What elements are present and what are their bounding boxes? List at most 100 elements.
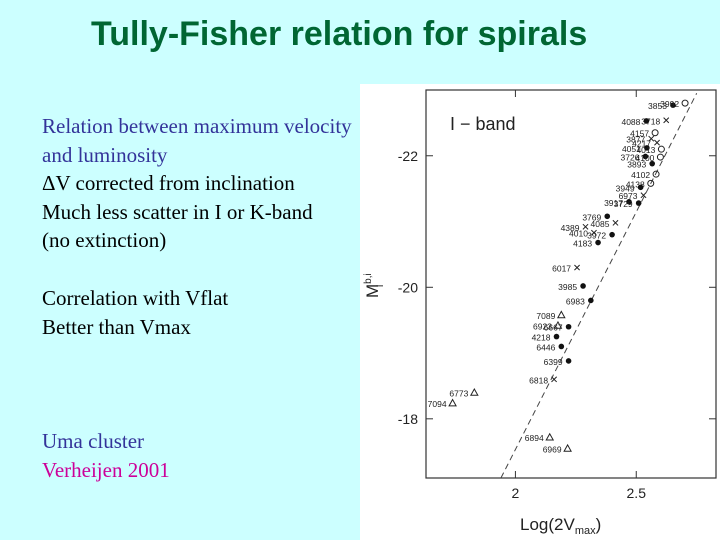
- data-point: [654, 139, 660, 146]
- text-line: Verheijen 2001: [42, 457, 170, 482]
- point-label: 4102: [631, 170, 650, 180]
- y-axis-label-superscript: b,i: [363, 273, 374, 284]
- data-point: [642, 153, 649, 160]
- data-point: [626, 198, 632, 205]
- data-point: [469, 387, 479, 396]
- point-label: 6983: [566, 296, 585, 306]
- chart-svg: -22 -20 -18 2 2.5 I − band Log(2Vmax) Mb,iI 3853…: [363, 89, 717, 537]
- text-block-2: Correlation with Vflat Better than Vmax: [42, 284, 228, 341]
- text-line: and luminosity: [42, 142, 168, 167]
- data-point: [574, 264, 580, 271]
- data-point: [663, 117, 670, 124]
- x-axis-label-end: ): [596, 515, 602, 534]
- data-point: [681, 99, 689, 107]
- data-point: [604, 213, 611, 220]
- point-label: 4085: [591, 219, 610, 229]
- point-label: 4013: [636, 145, 655, 155]
- point-label: 3917: [604, 198, 623, 208]
- point-label: 4100: [635, 153, 654, 163]
- y-axis-label: Mb,iI: [363, 273, 386, 298]
- point-label: 7094: [428, 399, 447, 409]
- fit-line: [500, 93, 698, 479]
- text-line: ΔV corrected from inclination: [42, 171, 295, 195]
- point-label: 6446: [536, 342, 555, 352]
- data-point: [551, 376, 558, 383]
- tully-fisher-plot: -22 -20 -18 2 2.5 I − band Log(2Vmax) Mb,iI 3853…: [360, 84, 720, 540]
- band-label: I − band: [450, 114, 516, 134]
- point-label: 3972: [587, 231, 606, 241]
- data-point: [553, 333, 560, 340]
- point-label: 4051: [622, 144, 641, 154]
- data-point: [448, 398, 457, 407]
- point-label: 6923: [533, 321, 552, 331]
- point-label: 6773: [449, 389, 468, 399]
- data-point: [595, 239, 601, 246]
- y-axis-label-subscript: I: [375, 284, 386, 287]
- y-tick-label: -18: [398, 411, 418, 427]
- point-label: 4389: [561, 223, 580, 233]
- data-point: [565, 358, 572, 364]
- point-label: 6969: [543, 444, 562, 454]
- data-point: [565, 323, 572, 330]
- point-label: 6017: [552, 264, 571, 274]
- text-line: Much less scatter in I or K-band: [42, 199, 313, 224]
- data-point: [670, 102, 676, 108]
- plot-frame: [425, 89, 717, 479]
- data-point: [657, 145, 665, 153]
- data-point: [545, 432, 555, 441]
- data-point: [563, 443, 572, 452]
- data-point: [647, 179, 655, 187]
- point-label: 6399: [544, 357, 563, 367]
- text-line: Relation between maximum velocity: [42, 114, 352, 138]
- data-point: [612, 219, 619, 226]
- data-point: [582, 223, 589, 230]
- point-label: 6894: [525, 433, 544, 443]
- text-line: (no extinction): [42, 228, 167, 252]
- point-label: 4138: [626, 179, 645, 189]
- data-point: [649, 160, 655, 167]
- point-label: 3769: [582, 212, 601, 222]
- data-point: [635, 200, 642, 206]
- point-label: 6818: [529, 375, 548, 385]
- data-point: [580, 283, 586, 289]
- point-label: 7089: [536, 311, 555, 321]
- x-tick-label: 2: [512, 485, 520, 501]
- data-point: [553, 320, 563, 329]
- data-point: [558, 343, 565, 350]
- point-label: 6973: [619, 191, 638, 201]
- y-tick-label: -20: [398, 279, 418, 295]
- point-label: 3729: [614, 199, 633, 209]
- data-point: [651, 129, 659, 137]
- x-tick-label: 2.5: [627, 485, 647, 501]
- point-label: 4183: [573, 239, 592, 249]
- text-block-3: Uma cluster Verheijen 2001: [42, 427, 170, 484]
- point-label: 3853: [648, 101, 667, 111]
- point-label: 3992: [660, 99, 679, 109]
- x-axis-label: Log(2Vmax): [520, 515, 601, 537]
- x-axis-label-subscript: max: [575, 525, 596, 537]
- y-tick-label: -22: [398, 148, 418, 164]
- point-label: 4088: [621, 117, 640, 127]
- data-point: [609, 231, 615, 238]
- data-point: [652, 170, 660, 178]
- text-line: Uma cluster: [42, 429, 145, 453]
- data-point: [643, 118, 650, 124]
- data-point: [556, 310, 566, 319]
- point-label: 4218: [532, 333, 551, 343]
- data-point: [644, 145, 650, 151]
- point-label: 6667: [544, 323, 563, 333]
- data-point: [637, 184, 644, 191]
- point-label: 3877: [626, 135, 645, 145]
- data-point: [640, 192, 647, 199]
- point-label: 3893: [627, 160, 646, 170]
- point-label: 3985: [558, 282, 577, 292]
- point-label: 3949: [616, 183, 635, 193]
- point-label: 4010: [569, 229, 588, 239]
- data-point: [588, 297, 594, 304]
- text-block-1: Relation between maximum velocity and lu…: [42, 112, 352, 255]
- point-label: 3718: [641, 116, 660, 126]
- point-label: 4217: [632, 139, 651, 149]
- slide-title: Tully-Fisher relation for spirals: [91, 15, 588, 53]
- data-point: [648, 135, 655, 142]
- point-label: 4157: [630, 129, 649, 139]
